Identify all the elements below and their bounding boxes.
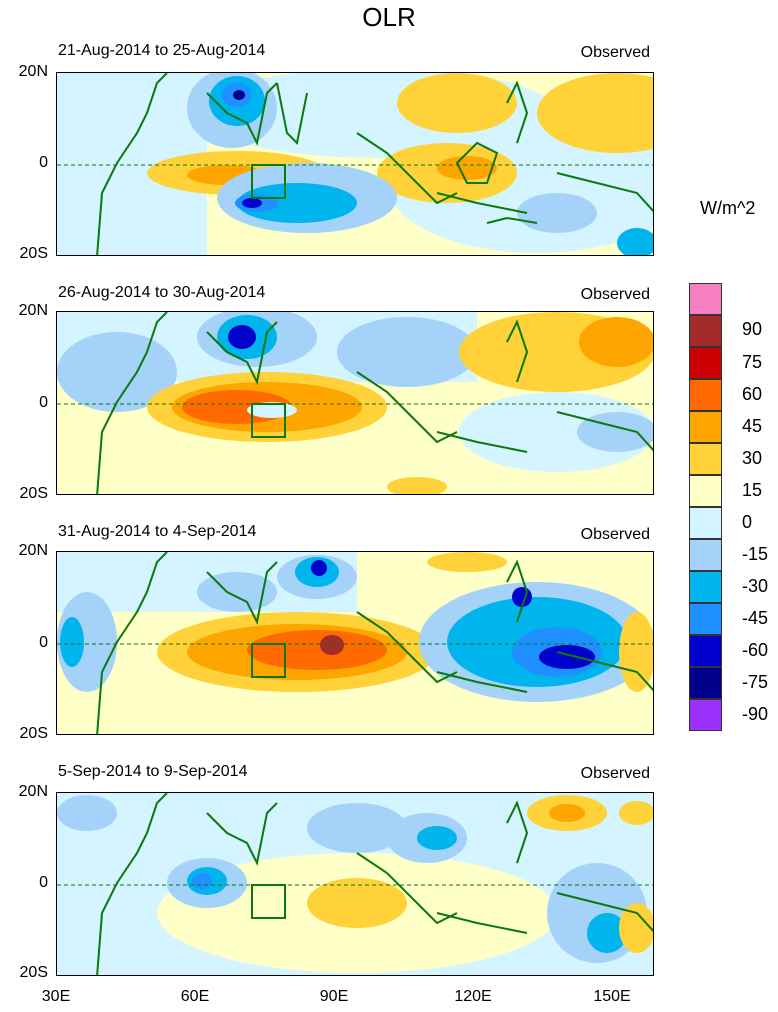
lat-label-20n: 20N (18, 302, 48, 319)
colorbar-swatch (689, 603, 722, 635)
map-panel-1 (56, 72, 654, 256)
lat-label-20s: 20S (19, 964, 48, 981)
colorbar-swatch (689, 475, 722, 507)
lon-label-150e: 150E (593, 988, 631, 1005)
lat-label-0: 0 (39, 394, 48, 411)
colorbar-swatch (689, 571, 722, 603)
colorbar-swatch (689, 507, 722, 539)
lat-label-20s: 20S (19, 485, 48, 502)
colorbar-swatch (689, 379, 722, 411)
colorbar-label: 15 (742, 480, 763, 500)
lat-label-20n: 20N (18, 783, 48, 800)
colorbar-label: -30 (742, 576, 769, 596)
colorbar-swatch (689, 411, 722, 443)
panel-1-tag: Observed (580, 44, 650, 61)
colorbar-swatch (689, 283, 722, 315)
panel-3-title: 31-Aug-2014 to 4-Sep-2014 (58, 523, 257, 540)
lat-label-20s: 20S (19, 245, 48, 262)
colorbar-swatch (689, 635, 722, 667)
colorbar-label: 45 (742, 416, 763, 436)
colorbar-label: -75 (742, 672, 769, 692)
lon-label-30e: 30E (41, 988, 71, 1005)
panel-4-title: 5-Sep-2014 to 9-Sep-2014 (58, 763, 248, 780)
colorbar-label: 60 (742, 384, 763, 404)
panel-2-tag: Observed (580, 286, 650, 303)
lon-label-90e: 90E (319, 988, 349, 1005)
panel-3-tag: Observed (580, 526, 650, 543)
lat-label-0: 0 (39, 634, 48, 651)
units-label: W/m^2 (700, 198, 756, 218)
colorbar-label: -90 (742, 704, 769, 724)
colorbar-label: 30 (742, 448, 763, 468)
panel-4-tag: Observed (580, 765, 650, 782)
colorbar-swatch (689, 443, 722, 475)
panel-2-title: 26-Aug-2014 to 30-Aug-2014 (58, 284, 266, 301)
lat-label-0: 0 (39, 154, 48, 171)
colorbar-swatch (689, 667, 722, 699)
colorbar-swatch (689, 315, 722, 347)
lon-label-60e: 60E (180, 988, 210, 1005)
figure-title: OLR (362, 2, 416, 32)
colorbar-label: 0 (742, 512, 753, 532)
colorbar-swatch (689, 539, 722, 571)
colorbar-swatch (689, 699, 722, 731)
panel-1-title: 21-Aug-2014 to 25-Aug-2014 (58, 42, 266, 59)
lon-label-120e: 120E (454, 988, 492, 1005)
lat-label-20n: 20N (18, 63, 48, 80)
colorbar-label: -15 (742, 544, 769, 564)
colorbar-swatch (689, 347, 722, 379)
colorbar-label: 90 (742, 319, 763, 339)
map-panel-3 (56, 551, 654, 735)
colorbar-label: 75 (742, 352, 763, 372)
colorbar-label: -60 (742, 640, 769, 660)
lat-label-20s: 20S (19, 725, 48, 742)
map-panel-2 (56, 311, 654, 495)
lat-label-20n: 20N (18, 542, 48, 559)
lat-label-0: 0 (39, 874, 48, 891)
map-panel-4 (56, 792, 654, 976)
colorbar-label: -45 (742, 608, 769, 628)
